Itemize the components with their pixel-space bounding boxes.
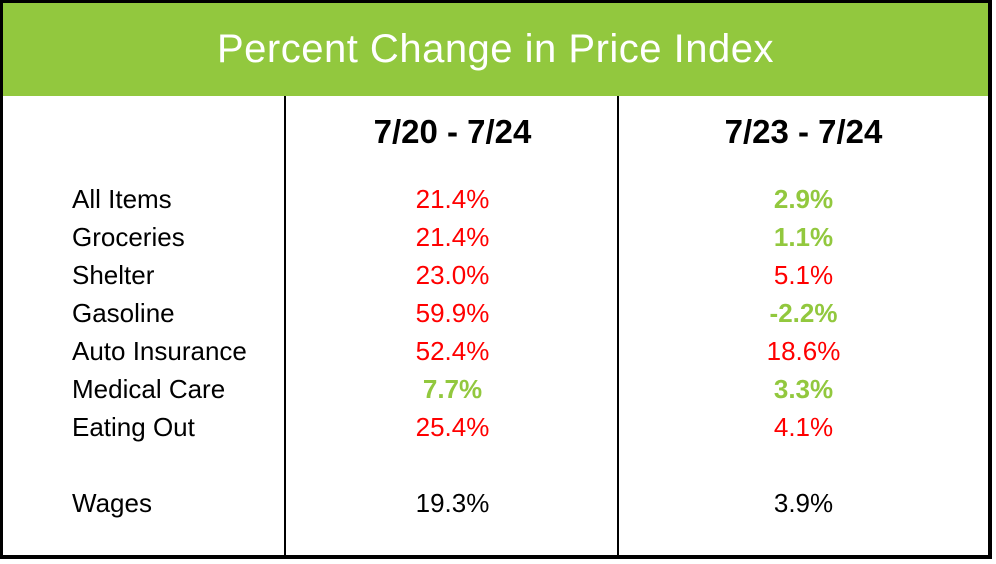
value-period-2: 3.9% (773, 487, 834, 518)
row-label: Eating Out (72, 411, 195, 442)
row-label: Gasoline (72, 297, 175, 328)
value-period-2: 5.1% (773, 259, 834, 290)
value-period-1: 25.4% (415, 411, 490, 442)
header-row: 7/20 - 7/24 7/23 - 7/24 (3, 96, 988, 180)
table-row-eating-out: Eating Out 25.4% 4.1% (3, 408, 988, 446)
table-row-medical-care: Medical Care 7.7% 3.3% (3, 370, 988, 408)
column-divider-1 (284, 96, 286, 555)
value-period-2: 18.6% (766, 335, 841, 366)
value-period-2: 4.1% (773, 411, 834, 442)
row-label: Medical Care (72, 373, 226, 404)
table-title-banner: Percent Change in Price Index (3, 3, 988, 96)
column-divider-2 (617, 96, 619, 555)
table-row-shelter: Shelter 23.0% 5.1% (3, 256, 988, 294)
table-body: 7/20 - 7/24 7/23 - 7/24 All Items 21.4% … (3, 96, 988, 555)
row-label: Shelter (72, 259, 155, 290)
value-period-2: 1.1% (773, 221, 834, 252)
value-period-1: 59.9% (415, 297, 490, 328)
value-period-2: 3.3% (773, 373, 834, 404)
table-row-auto-insurance: Auto Insurance 52.4% 18.6% (3, 332, 988, 370)
value-period-1: 52.4% (415, 335, 490, 366)
value-period-1: 19.3% (415, 487, 490, 518)
blank-spacer-row (3, 446, 988, 484)
table-row-gasoline: Gasoline 59.9% -2.2% (3, 294, 988, 332)
table-row-all-items: All Items 21.4% 2.9% (3, 180, 988, 218)
row-label: Auto Insurance (72, 335, 247, 366)
table-row-groceries: Groceries 21.4% 1.1% (3, 218, 988, 256)
row-label: All Items (72, 183, 172, 214)
value-period-2: 2.9% (773, 183, 834, 214)
value-period-1: 7.7% (422, 373, 483, 404)
row-label: Wages (72, 487, 152, 518)
table-grid: 7/20 - 7/24 7/23 - 7/24 All Items 21.4% … (3, 96, 988, 522)
row-label: Groceries (72, 221, 185, 252)
column-header-period-1: 7/20 - 7/24 (373, 113, 532, 150)
table-title: Percent Change in Price Index (216, 27, 775, 71)
value-period-1: 23.0% (415, 259, 490, 290)
table-row-wages: Wages 19.3% 3.9% (3, 484, 988, 522)
value-period-2: -2.2% (769, 297, 838, 328)
value-period-1: 21.4% (415, 221, 490, 252)
column-header-period-2: 7/23 - 7/24 (724, 113, 883, 150)
value-period-1: 21.4% (415, 183, 490, 214)
